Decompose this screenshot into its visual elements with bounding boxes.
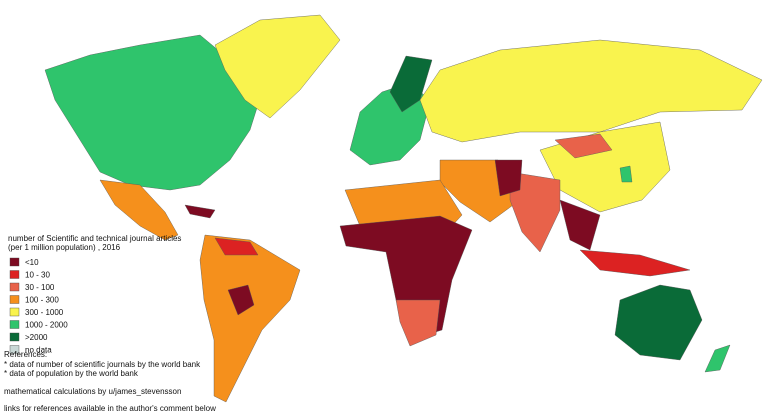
legend-title: number of Scientific and technical journ… bbox=[8, 234, 181, 243]
legend-swatch bbox=[9, 257, 20, 267]
legend: number of Scientific and technical journ… bbox=[8, 234, 181, 355]
legend-swatch bbox=[9, 307, 20, 317]
indonesia bbox=[579, 249, 691, 277]
southern-africa bbox=[395, 299, 441, 347]
legend-label: 300 - 1000 bbox=[25, 308, 64, 317]
note: * data of number of scientific journals … bbox=[4, 360, 201, 369]
legend-swatch bbox=[9, 320, 20, 329]
russia bbox=[419, 39, 763, 143]
north-south-america bbox=[214, 237, 259, 256]
regions bbox=[44, 14, 763, 403]
note: * data of population by the world bank bbox=[4, 369, 139, 378]
legend-label: no data bbox=[25, 346, 52, 355]
mongolia bbox=[554, 133, 613, 159]
legend-label: 30 - 100 bbox=[25, 283, 55, 292]
south-america bbox=[199, 234, 301, 403]
notes: References:* data of number of scientifi… bbox=[4, 350, 216, 413]
legend-swatch bbox=[9, 282, 20, 292]
legend-label: 1000 - 2000 bbox=[25, 321, 68, 330]
note: References: bbox=[4, 350, 47, 359]
southeast-asia bbox=[559, 199, 601, 251]
india bbox=[509, 171, 561, 253]
legend-swatch bbox=[9, 295, 20, 304]
greenland bbox=[214, 14, 341, 119]
note: links for references available in the au… bbox=[4, 404, 216, 413]
north-america bbox=[44, 34, 263, 191]
legend-title: (per 1 million population) , 2016 bbox=[8, 243, 121, 252]
note: mathematical calculations by u/james_ste… bbox=[4, 387, 181, 396]
legend-swatch bbox=[9, 345, 20, 354]
scandinavia bbox=[389, 55, 433, 113]
central-america bbox=[99, 179, 179, 241]
new-zealand bbox=[704, 344, 731, 373]
caribbean bbox=[184, 204, 216, 219]
australia bbox=[614, 284, 703, 361]
korea bbox=[619, 165, 633, 183]
legend-label: 100 - 300 bbox=[25, 296, 59, 305]
legend-swatch bbox=[9, 332, 20, 342]
legend-swatch bbox=[9, 270, 20, 279]
bolivia bbox=[227, 284, 255, 316]
legend-label: <10 bbox=[25, 258, 39, 267]
legend-label: 10 - 30 bbox=[25, 271, 50, 280]
south-central-asia bbox=[494, 159, 523, 197]
legend-label: >2000 bbox=[25, 333, 48, 342]
north-africa bbox=[344, 179, 463, 229]
